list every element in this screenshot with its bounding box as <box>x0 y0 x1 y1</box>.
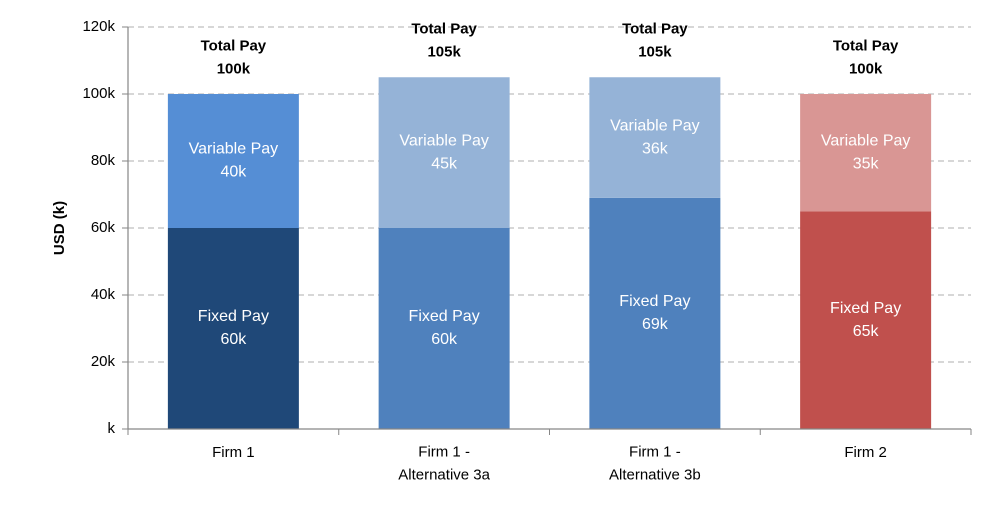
total-label: Total Pay 100k <box>201 37 267 77</box>
bar-variable-pay-3 <box>589 77 721 198</box>
total-label: Total Pay 100k <box>833 37 899 77</box>
y-tick-label: 60k <box>91 219 116 236</box>
x-category-label: Firm 2 <box>844 444 887 461</box>
x-category-label: Firm 1 <box>212 444 255 461</box>
bar-fixed-pay-2 <box>378 228 510 429</box>
total-label: Total Pay 105k <box>622 21 688 61</box>
total-label: Total Pay 105k <box>411 21 477 61</box>
bar-fixed-pay-3 <box>589 197 721 429</box>
axes <box>122 26 972 435</box>
segment-label: Variable Pay 35k <box>821 132 911 172</box>
x-category-label: Firm 1 -Alternative 3a <box>398 443 490 483</box>
y-axis-title: USD (k) <box>51 201 68 255</box>
segment-label: Variable Pay 40k <box>189 141 279 181</box>
segment-label: Fixed Pay 60k <box>198 308 269 348</box>
bar-variable-pay-1 <box>167 94 299 228</box>
bar-variable-pay-4 <box>800 94 932 212</box>
labels: k 20k 40k 60k 80k 100k 120k Fixed Pay 60k Variabl… <box>82 18 910 484</box>
bar-fixed-pay-4 <box>800 211 932 429</box>
y-tick-label: 100k <box>82 85 115 102</box>
segment-label: Fixed Pay 69k <box>619 293 690 333</box>
x-category-label: Firm 1 -Alternative 3b <box>609 443 701 483</box>
segment-label: Variable Pay 45k <box>399 132 489 172</box>
y-tick-label: 120k <box>82 18 115 35</box>
bars <box>167 77 932 429</box>
bar-fixed-pay-1 <box>167 228 299 429</box>
segment-label: Fixed Pay 60k <box>409 308 480 348</box>
segment-label: Fixed Pay 65k <box>830 300 901 340</box>
y-tick-label: 20k <box>91 353 116 370</box>
y-tick-label: 40k <box>91 286 116 303</box>
y-tick-label: 80k <box>91 152 116 169</box>
y-tick-label: k <box>108 420 116 437</box>
segment-label: Variable Pay 36k <box>610 117 700 157</box>
bar-variable-pay-2 <box>378 77 510 228</box>
